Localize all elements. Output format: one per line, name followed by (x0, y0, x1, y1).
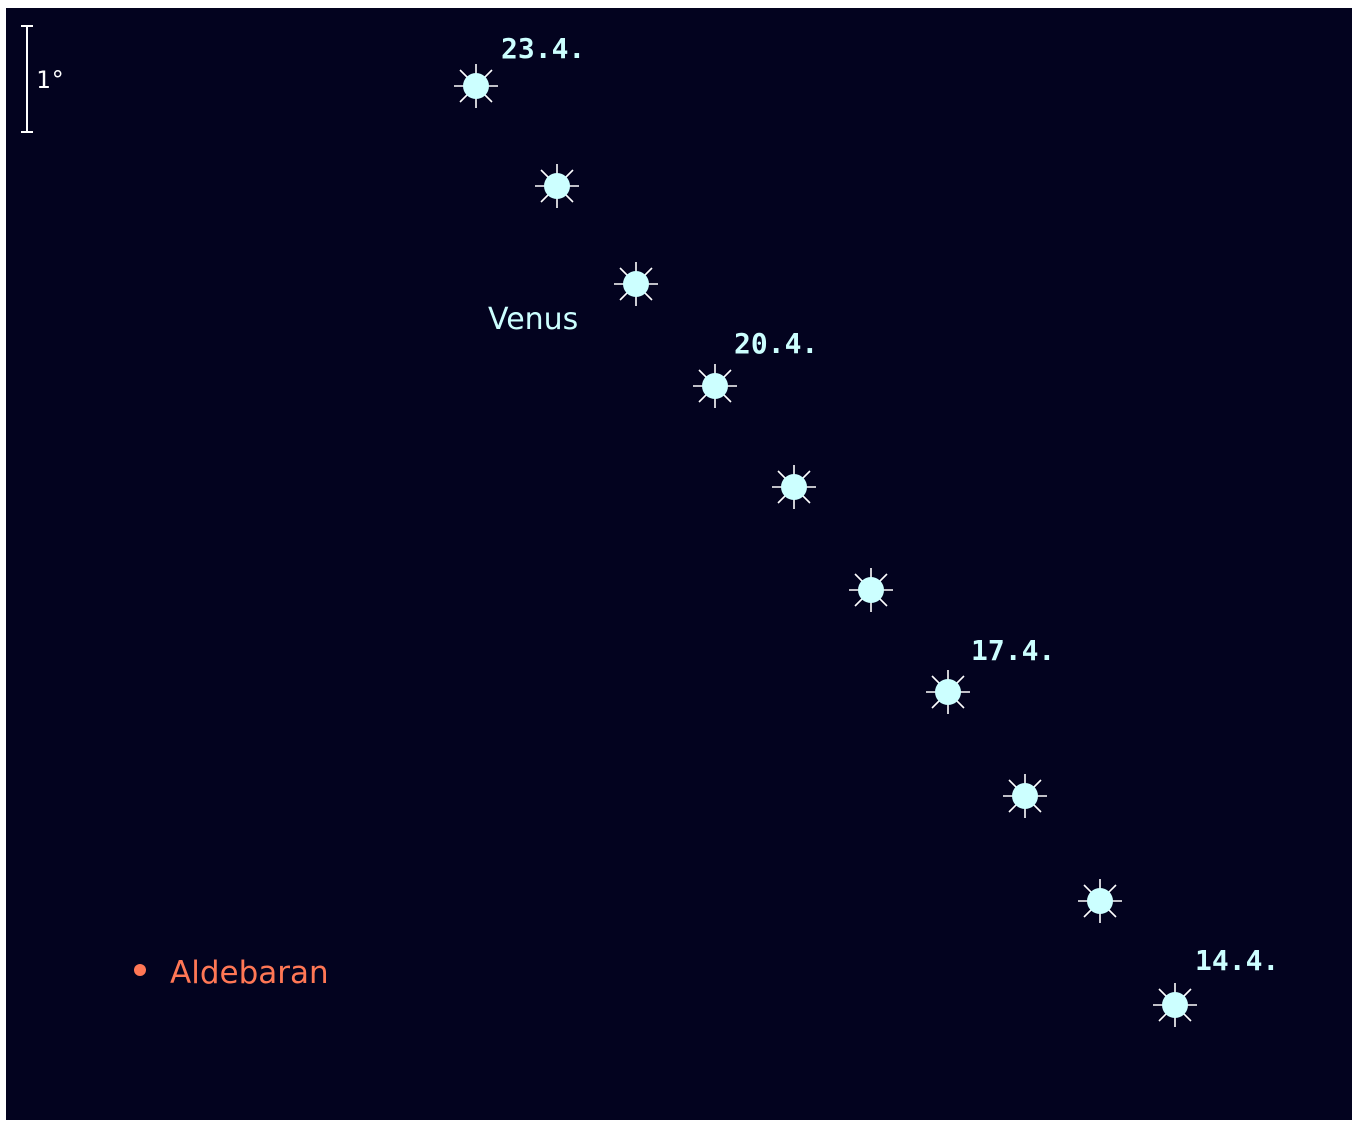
venus-position-marker (1078, 879, 1122, 923)
scale-bar: 1° (21, 25, 65, 133)
scale-bar-label: 1° (36, 66, 65, 94)
venus-marker-disc (623, 271, 649, 297)
venus-position-marker (772, 465, 816, 509)
sky-chart-svg: 1° 23.4. 20.4. 17.4. 14.4. Venus Aldebar… (21, 25, 1279, 1027)
date-label-17-4: 17.4. (971, 634, 1055, 667)
venus-position-marker (849, 568, 893, 612)
date-labels: 23.4. 20.4. 17.4. 14.4. (501, 32, 1279, 977)
venus-marker-disc (1087, 888, 1113, 914)
date-label-20-4: 20.4. (734, 327, 818, 360)
star-aldebaran: Aldebaran (134, 955, 329, 991)
venus-position-marker (614, 262, 658, 306)
star-aldebaran-marker (134, 964, 146, 976)
date-label-14-4: 14.4. (1195, 944, 1279, 977)
venus-position-marker (454, 64, 498, 108)
venus-position-marker (1153, 983, 1197, 1027)
venus-marker-disc (1012, 783, 1038, 809)
venus-marker-disc (463, 73, 489, 99)
date-label-23-4: 23.4. (501, 32, 585, 65)
planet-name-label: Venus (488, 302, 578, 337)
venus-position-marker (535, 164, 579, 208)
venus-marker-disc (858, 577, 884, 603)
venus-position-marker (693, 364, 737, 408)
star-aldebaran-label: Aldebaran (170, 955, 329, 991)
venus-position-marker (926, 670, 970, 714)
venus-marker-disc (781, 474, 807, 500)
venus-track (454, 64, 1197, 1027)
venus-marker-disc (935, 679, 961, 705)
sky-chart: 1° 23.4. 20.4. 17.4. 14.4. Venus Aldebar… (6, 8, 1352, 1120)
venus-position-marker (1003, 774, 1047, 818)
venus-marker-disc (544, 173, 570, 199)
venus-marker-disc (1162, 992, 1188, 1018)
venus-marker-disc (702, 373, 728, 399)
